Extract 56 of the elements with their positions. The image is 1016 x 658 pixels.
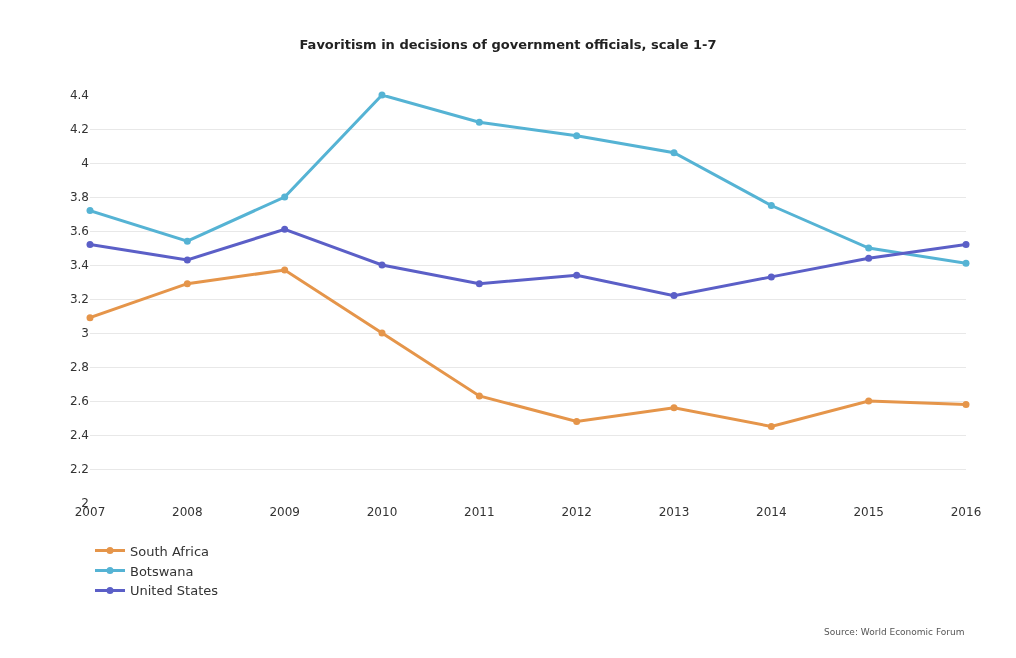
y-tick-label: 2.2 <box>69 462 89 477</box>
point <box>865 397 873 405</box>
point <box>183 237 191 245</box>
point <box>378 329 386 337</box>
point <box>378 261 386 269</box>
point <box>378 91 386 99</box>
y-tick-label: 3.2 <box>69 292 89 307</box>
y-tick-label: 3 <box>81 326 89 341</box>
x-tick-label: 2011 <box>464 505 495 519</box>
legend-label: South Africa <box>130 543 209 559</box>
x-tick-label: 2016 <box>950 505 982 519</box>
point <box>475 118 483 126</box>
legend-label: Botswana <box>130 563 194 579</box>
y-tick-label: 2.6 <box>69 394 89 409</box>
legend-label: United States <box>130 583 219 599</box>
y-tick-label: 3.8 <box>69 190 89 205</box>
point <box>281 266 289 274</box>
point <box>962 241 970 249</box>
y-tick-label: 4 <box>81 156 89 171</box>
point <box>962 259 970 267</box>
point <box>865 254 873 262</box>
y-tick-label: 2.8 <box>69 360 89 375</box>
point <box>573 132 581 140</box>
point <box>962 400 970 408</box>
point <box>281 225 289 233</box>
point <box>573 271 581 279</box>
x-tick-label: 2015 <box>853 505 884 519</box>
point <box>183 280 191 288</box>
point <box>183 256 191 264</box>
point <box>86 314 94 322</box>
source-note: Source: World Economic Forum <box>824 627 965 637</box>
point <box>281 193 289 201</box>
point <box>573 417 581 425</box>
y-tick-label: 2.4 <box>69 428 89 443</box>
x-tick-label: 2009 <box>269 505 300 519</box>
x-tick-label: 2012 <box>561 505 592 519</box>
point <box>475 392 483 400</box>
point <box>670 149 678 157</box>
point <box>767 273 775 281</box>
point <box>670 292 678 300</box>
point <box>767 202 775 209</box>
y-tick-label: 4.2 <box>69 122 89 137</box>
y-tick-label: 4.4 <box>69 88 89 103</box>
point <box>767 423 775 430</box>
point <box>86 241 94 249</box>
point <box>86 207 94 215</box>
point <box>475 280 483 288</box>
point <box>865 244 873 252</box>
chart-title: Favoritism in decisions of government officials, scale 1-7 <box>299 36 717 52</box>
x-tick-label: 2010 <box>366 505 398 519</box>
y-tick-label: 3.6 <box>69 224 89 239</box>
point <box>670 404 678 412</box>
x-tick-label: 2013 <box>658 505 690 519</box>
y-tick-label: 3.4 <box>69 258 89 273</box>
x-tick-label: 2008 <box>172 505 203 519</box>
x-tick-label: 2014 <box>756 505 787 519</box>
